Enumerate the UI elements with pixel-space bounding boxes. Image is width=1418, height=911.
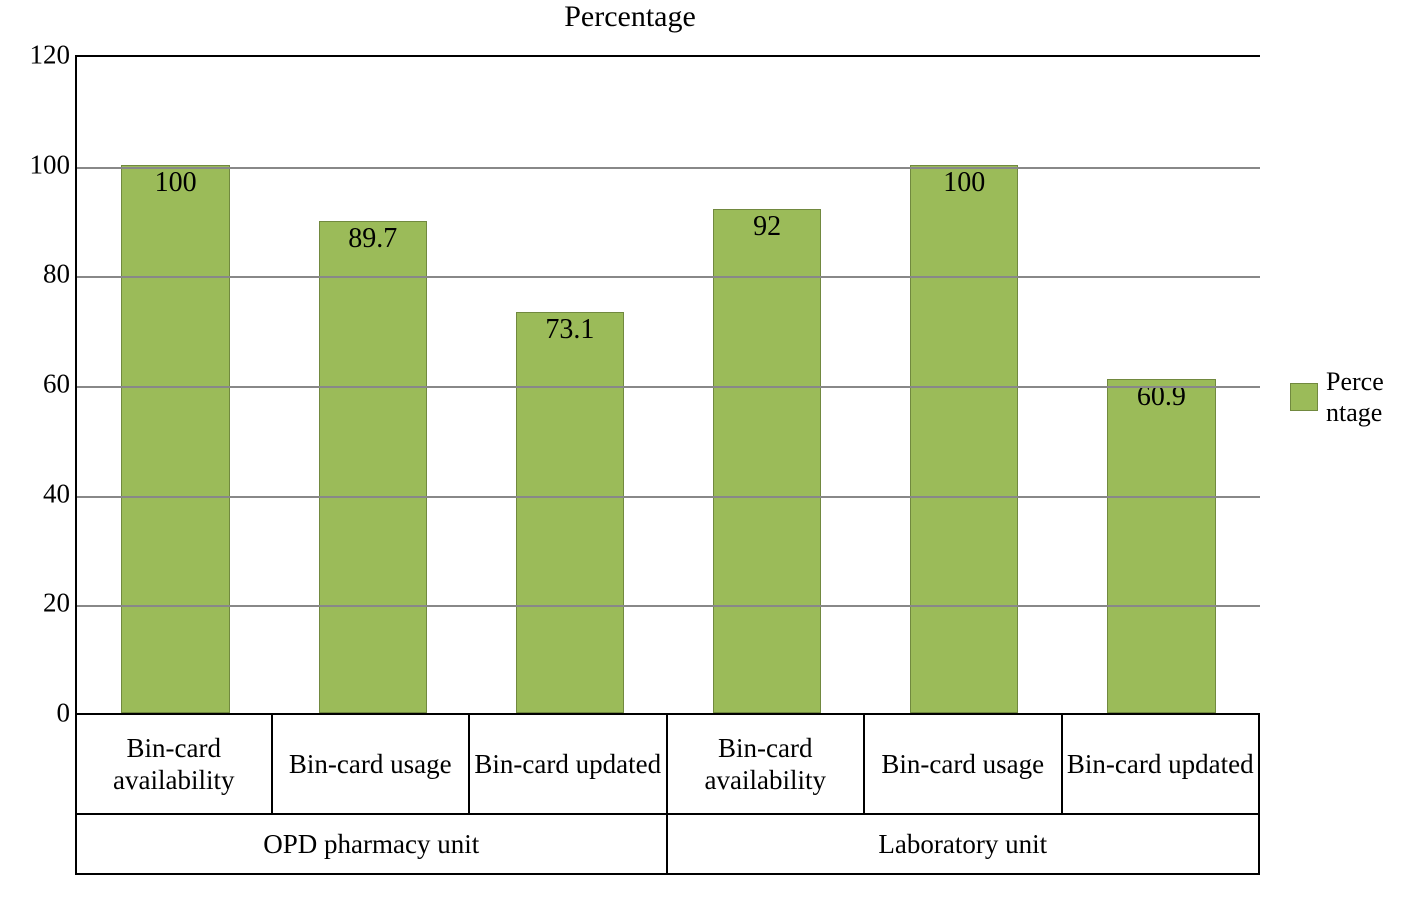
category-label: Bin-card usage (273, 715, 471, 815)
gridline (77, 167, 1260, 169)
bar (121, 165, 229, 713)
bar-value-label: 100 (943, 167, 985, 199)
bar (1107, 379, 1215, 713)
gridline (77, 496, 1260, 498)
group-row: OPD pharmacy unitLaboratory unit (75, 815, 1260, 875)
category-row: Bin-card availabilityBin-card usageBin-c… (75, 715, 1260, 815)
bar (516, 312, 624, 713)
y-tick-label: 100 (0, 149, 70, 180)
category-label: Bin-card updated (470, 715, 668, 815)
gridline (77, 605, 1260, 607)
bar (319, 221, 427, 713)
legend: Percentage (1290, 366, 1410, 428)
legend-label: Percentage (1326, 366, 1396, 428)
y-tick-label: 20 (0, 588, 70, 619)
bar-value-label: 89.7 (348, 223, 397, 255)
bar-value-label: 73.1 (545, 314, 594, 346)
legend-swatch (1290, 383, 1318, 411)
bar (713, 209, 821, 713)
x-axis-groups: OPD pharmacy unitLaboratory unit (75, 815, 1260, 875)
bar-chart: Percentage 10089.773.19210060.9 Bin-card… (0, 0, 1418, 911)
x-axis: Bin-card availabilityBin-card usageBin-c… (75, 715, 1260, 815)
bar-value-label: 100 (155, 167, 197, 199)
category-label: Bin-card updated (1063, 715, 1261, 815)
gridline (77, 276, 1260, 278)
bars-layer: 10089.773.19210060.9 (77, 57, 1260, 713)
y-tick-label: 80 (0, 259, 70, 290)
y-tick-label: 40 (0, 478, 70, 509)
y-tick-label: 120 (0, 40, 70, 71)
group-label: Laboratory unit (668, 815, 1261, 875)
y-tick-label: 60 (0, 369, 70, 400)
y-tick-label: 0 (0, 698, 70, 729)
category-label: Bin-card availability (75, 715, 273, 815)
chart-title: Percentage (0, 0, 1260, 34)
bar (910, 165, 1018, 713)
category-label: Bin-card usage (865, 715, 1063, 815)
gridline (77, 386, 1260, 388)
category-label: Bin-card availability (668, 715, 866, 815)
plot-area: 10089.773.19210060.9 (75, 55, 1260, 715)
bar-value-label: 92 (753, 211, 781, 243)
group-label: OPD pharmacy unit (75, 815, 668, 875)
